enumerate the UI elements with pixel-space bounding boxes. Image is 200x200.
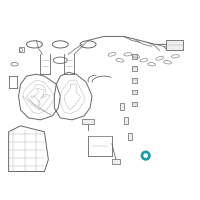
Bar (82, 119, 94, 124)
Bar (132, 90, 137, 94)
Bar (132, 102, 137, 106)
Bar (19, 47, 24, 52)
Bar (132, 78, 137, 83)
Bar (128, 133, 132, 140)
Bar (132, 66, 137, 71)
Bar (166, 40, 183, 50)
Circle shape (144, 154, 148, 158)
Bar (112, 159, 120, 164)
Circle shape (141, 151, 150, 160)
Bar (124, 117, 128, 124)
Bar (132, 54, 137, 59)
Bar (120, 103, 124, 110)
